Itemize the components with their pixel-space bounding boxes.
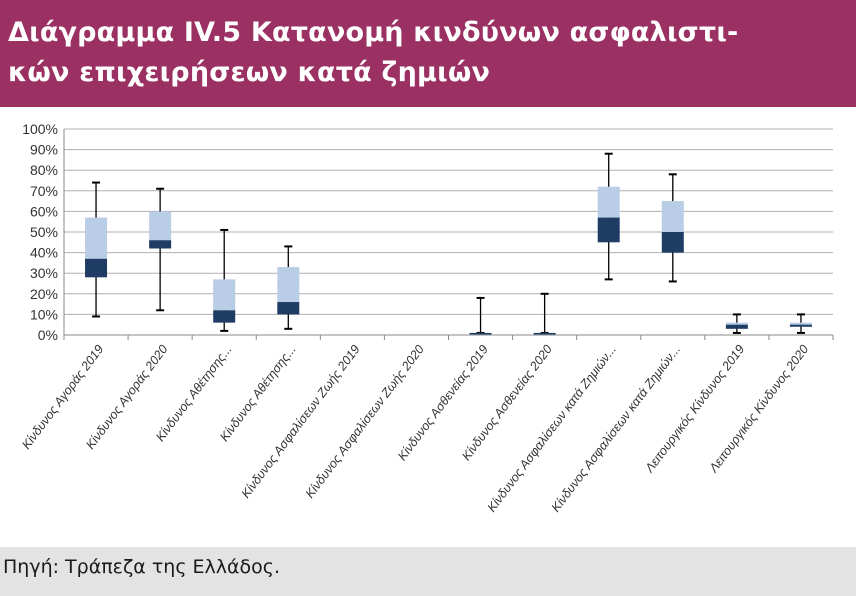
box-upper	[85, 217, 108, 259]
y-tick-label: 0%	[38, 327, 58, 343]
box-lower	[469, 332, 492, 335]
box-lower	[85, 258, 108, 278]
box-lower	[149, 240, 172, 249]
title-bar: Διάγραμμα IV.5 Κατανομή κινδύνων ασφαλισ…	[0, 0, 856, 107]
y-tick-label: 90%	[30, 142, 58, 158]
y-tick-labels: 0% 10% 20% 30% 40% 50% 60% 70% 80% 90% 100%	[22, 121, 58, 343]
y-tick-label: 100%	[22, 121, 58, 137]
box-lower	[789, 324, 812, 327]
x-tick-label: Κίνδυνος Ασφαλίσεων κατά Ζημιών...	[549, 342, 684, 514]
x-tick-label: Κίνδυνος Ασφαλίσεων κατά Ζημιών...	[485, 342, 620, 514]
y-tick-label: 50%	[30, 224, 58, 240]
source-note: Πηγή: Τράπεζα της Ελλάδος.	[3, 556, 280, 578]
box-upper	[149, 211, 172, 241]
y-tick-label: 70%	[30, 183, 58, 199]
chart-area: 0% 10% 20% 30% 40% 50% 60% 70% 80% 90% 100% Κίνδυν…	[0, 107, 856, 547]
y-tick-label: 20%	[30, 286, 58, 302]
box-upper	[277, 267, 300, 303]
x-tick-label: Κίνδυνος Ασφαλίσεων Ζωής 2020	[303, 342, 427, 500]
y-tick-label: 40%	[30, 245, 58, 261]
box-lower	[661, 232, 684, 253]
boxplot-chart: 0% 10% 20% 30% 40% 50% 60% 70% 80% 90% 100% Κίνδυν…	[19, 121, 834, 515]
box-lower	[213, 310, 236, 323]
box-lower	[277, 302, 300, 315]
y-tick-label: 10%	[30, 306, 58, 322]
box-layer	[85, 152, 812, 335]
box-upper	[725, 322, 748, 325]
y-tick-label: 30%	[30, 265, 58, 281]
grid-layer	[63, 128, 834, 340]
box-upper	[213, 279, 236, 311]
x-tick-label: Κίνδυνος Ασφαλίσεων Ζωής 2019	[239, 342, 363, 500]
box-upper	[789, 322, 812, 325]
box-lower	[725, 324, 748, 329]
y-tick-label: 60%	[30, 203, 58, 219]
box-upper	[597, 186, 620, 218]
y-tick-label: 80%	[30, 162, 58, 178]
box-lower	[597, 217, 620, 243]
box-lower	[533, 332, 556, 335]
box-upper	[661, 201, 684, 232]
source-bar: Πηγή: Τράπεζα της Ελλάδος.	[0, 547, 856, 596]
chart-title: Διάγραμμα IV.5 Κατανομή κινδύνων ασφαλισ…	[8, 17, 739, 88]
